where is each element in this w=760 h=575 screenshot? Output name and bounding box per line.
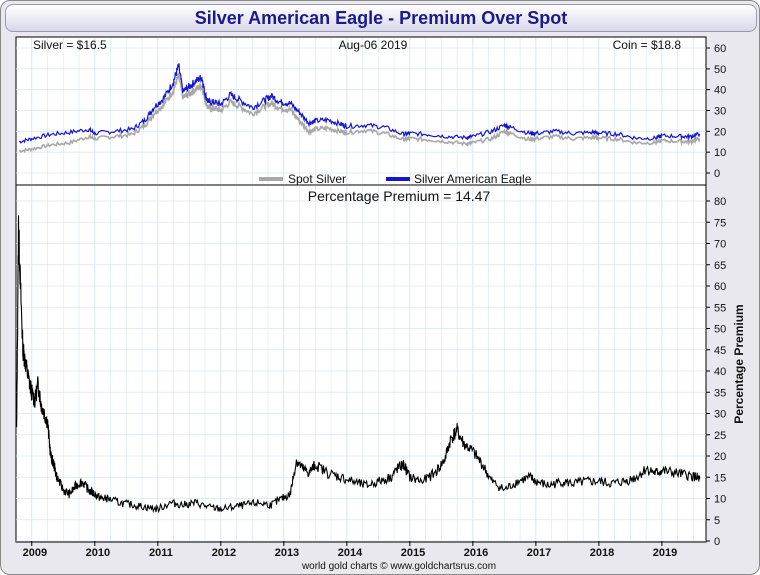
premium-y-tick-label: 70 <box>714 239 726 251</box>
premium-y-tick-label: 65 <box>714 260 726 272</box>
premium-y-tick-label: 40 <box>714 366 726 378</box>
x-axis: 2009 2010 2011 2012 2013 2014 2015 2016 2017 2018… <box>23 541 677 559</box>
x-tick-label: 2018 <box>590 547 614 559</box>
price-y-tick-label: 60 <box>714 43 726 55</box>
x-tick-label: 2009 <box>23 547 47 559</box>
premium-y-tick-label: 60 <box>714 281 726 293</box>
coin-price-label: Coin = $18.8 <box>613 38 682 52</box>
x-tick-label: 2011 <box>149 547 173 559</box>
x-tick-label: 2010 <box>86 547 110 559</box>
x-tick-label: 2014 <box>338 547 363 559</box>
premium-y-tick-label: 10 <box>714 494 726 506</box>
x-tick-label: 2019 <box>653 547 677 559</box>
price-y-tick-label: 20 <box>714 126 726 138</box>
premium-y-tick-label: 20 <box>714 451 726 463</box>
price-grid <box>16 38 706 184</box>
premium-title: Percentage Premium = 14.47 <box>308 188 491 204</box>
price-y-tick-label: 0 <box>714 168 720 180</box>
premium-y-axis: 0 5 10 15 20 25 30 35 40 45 50 55 60 65 70 75 80 <box>706 196 726 548</box>
premium-y-tick-label: 5 <box>714 515 720 527</box>
price-y-tick-label: 50 <box>714 64 726 76</box>
silver-eagle-line <box>18 63 701 144</box>
premium-panel <box>15 184 707 543</box>
price-panel <box>15 36 707 186</box>
x-tick-label: 2015 <box>401 547 425 559</box>
spot-silver-line <box>18 72 701 154</box>
date-label: Aug-06 2019 <box>339 38 408 52</box>
legend: Spot Silver Silver American Eagle <box>259 172 532 186</box>
chart-title: Silver American Eagle - Premium Over Spo… <box>194 8 568 28</box>
price-y-axis: 0 10 20 30 40 50 60 <box>706 43 726 180</box>
premium-y-tick-label: 45 <box>714 345 726 357</box>
premium-y-tick-label: 50 <box>714 324 726 336</box>
premium-y-tick-label: 30 <box>714 409 726 421</box>
legend-spot-label: Spot Silver <box>288 172 346 186</box>
premium-grid <box>16 186 706 542</box>
premium-y-tick-label: 80 <box>714 196 726 208</box>
legend-eagle-label: Silver American Eagle <box>414 172 532 186</box>
premium-line <box>16 215 701 514</box>
premium-y-tick-label: 75 <box>714 217 726 229</box>
silver-price-label: Silver = $16.5 <box>33 38 107 52</box>
x-tick-label: 2016 <box>464 547 488 559</box>
premium-y-tick-label: 35 <box>714 387 726 399</box>
title-bar: Silver American Eagle - Premium Over Spo… <box>5 4 757 32</box>
price-y-tick-label: 10 <box>714 147 726 159</box>
premium-y-tick-label: 25 <box>714 430 726 442</box>
premium-y-tick-label: 55 <box>714 302 726 314</box>
x-tick-label: 2012 <box>212 547 236 559</box>
price-y-tick-label: 30 <box>714 106 726 118</box>
premium-y-label: Percentage Premium <box>732 304 746 423</box>
x-tick-label: 2013 <box>275 547 299 559</box>
legend-eagle-swatch <box>386 177 410 181</box>
premium-y-tick-label: 0 <box>714 536 720 548</box>
x-tick-label: 2017 <box>527 547 551 559</box>
price-y-tick-label: 40 <box>714 85 726 97</box>
premium-y-tick-label: 15 <box>714 472 726 484</box>
footer-credit: world gold charts © www.goldchartsrus.co… <box>301 561 496 572</box>
legend-spot-swatch <box>259 177 283 181</box>
